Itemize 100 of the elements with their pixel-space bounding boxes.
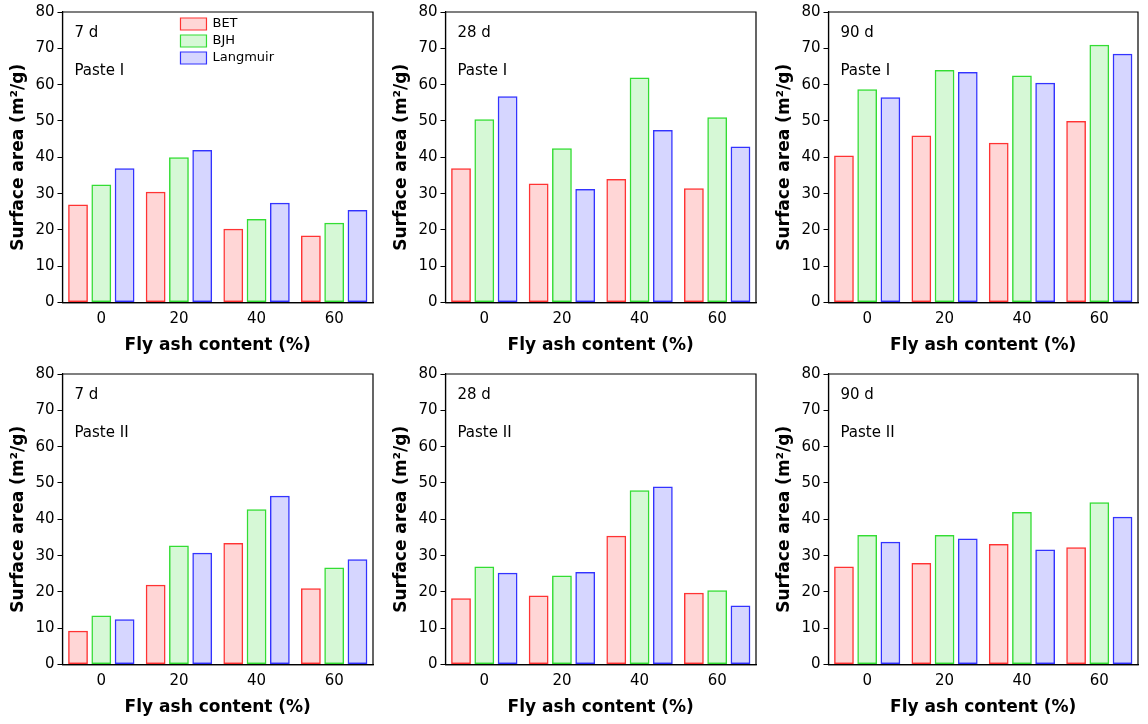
x-tick-label: 0 (479, 671, 490, 690)
y-tick-label: 0 (810, 292, 821, 311)
bar (707, 117, 728, 303)
bar (684, 188, 704, 303)
x-tick-label: 40 (630, 671, 650, 690)
y-tick-label: 10 (418, 618, 438, 637)
y-tick-label: 20 (418, 581, 438, 600)
x-tick-label: 60 (324, 671, 344, 690)
bar (730, 146, 751, 303)
bar (68, 204, 88, 303)
x-tick-label: 20 (552, 309, 572, 328)
y-tick-label: 50 (418, 110, 438, 129)
bar (606, 535, 627, 665)
annotation: 28 d (457, 23, 491, 42)
bar (497, 96, 518, 303)
bar (497, 572, 518, 665)
annotation: Paste II (840, 423, 895, 442)
annotation: Paste II (74, 423, 129, 442)
y-tick-label: 50 (35, 472, 55, 491)
x-tick-label: 0 (96, 309, 107, 328)
y-tick-label: 40 (35, 147, 55, 166)
bar (192, 552, 213, 665)
bar (301, 588, 321, 665)
y-tick-label: 30 (35, 545, 55, 564)
y-tick-label: 10 (35, 618, 55, 637)
x-axis-title: Fly ash content (%) (890, 334, 1077, 355)
bar (834, 566, 854, 665)
y-tick-label: 40 (35, 509, 55, 528)
bar (324, 567, 345, 665)
x-tick-label: 0 (96, 671, 107, 690)
y-tick-label: 50 (801, 110, 821, 129)
y-tick-label: 80 (801, 1, 821, 20)
y-tick-label: 0 (44, 654, 55, 673)
bar (575, 571, 596, 665)
bar (629, 77, 650, 303)
bar (1012, 75, 1032, 303)
bar (68, 630, 88, 665)
y-tick-label: 80 (418, 1, 438, 20)
y-tick-label: 80 (801, 363, 821, 382)
bar (552, 575, 572, 665)
x-axis-title: Fly ash content (%) (507, 696, 694, 717)
x-tick-label: 40 (1012, 309, 1032, 328)
x-tick-label: 60 (1089, 671, 1109, 690)
x-tick-label: 0 (862, 309, 872, 328)
y-tick-label: 60 (801, 74, 821, 93)
y-tick-label: 50 (801, 472, 821, 491)
y-tick-label: 30 (418, 545, 438, 564)
y-tick-label: 20 (418, 219, 438, 238)
y-tick-label: 70 (801, 38, 821, 57)
bar (223, 228, 244, 303)
y-axis-title: Surface area (m²/g) (6, 63, 27, 251)
y-tick-label: 30 (801, 183, 821, 202)
y-tick-label: 0 (44, 292, 55, 311)
bar (347, 209, 368, 303)
legend-label: Langmuir (212, 49, 275, 65)
y-tick-label: 0 (810, 654, 821, 673)
bar (347, 559, 368, 665)
y-tick-label: 50 (35, 110, 55, 129)
y-tick-label: 50 (418, 472, 438, 491)
bar (606, 179, 627, 303)
annotation: 7 d (74, 23, 99, 42)
y-tick-label: 30 (418, 183, 438, 202)
y-tick-label: 70 (418, 400, 438, 419)
bar (834, 155, 854, 303)
bar (652, 130, 673, 303)
bar (474, 119, 495, 303)
bar (192, 150, 213, 303)
y-tick-label: 70 (418, 38, 438, 57)
bar (1112, 53, 1133, 303)
y-tick-label: 20 (35, 581, 55, 600)
bar (880, 97, 901, 303)
x-tick-label: 20 (169, 309, 189, 328)
bar (246, 219, 267, 303)
bar (652, 486, 673, 665)
bar (301, 235, 321, 303)
annotation: 90 d (840, 23, 874, 42)
annotation: 7 d (74, 385, 99, 404)
bar (474, 566, 495, 665)
annotation: Paste II (457, 423, 512, 442)
bar (324, 222, 345, 303)
y-tick-label: 60 (418, 74, 438, 93)
y-tick-label: 40 (801, 509, 821, 528)
bar (269, 495, 290, 665)
x-tick-label: 60 (707, 309, 727, 328)
x-axis-title: Fly ash content (%) (890, 696, 1077, 717)
y-axis-title: Surface area (m²/g) (389, 63, 410, 251)
bar (528, 183, 549, 303)
y-tick-label: 30 (801, 545, 821, 564)
bar (957, 71, 978, 303)
bar (1112, 516, 1133, 665)
bar (246, 509, 267, 665)
y-tick-label: 10 (801, 256, 821, 275)
x-tick-label: 40 (247, 671, 267, 690)
bar (1035, 82, 1056, 303)
y-tick-label: 60 (35, 436, 55, 455)
bar (934, 70, 955, 303)
x-tick-label: 20 (169, 671, 189, 690)
bar (1089, 44, 1110, 303)
bar (451, 598, 471, 665)
bar (1066, 547, 1086, 665)
